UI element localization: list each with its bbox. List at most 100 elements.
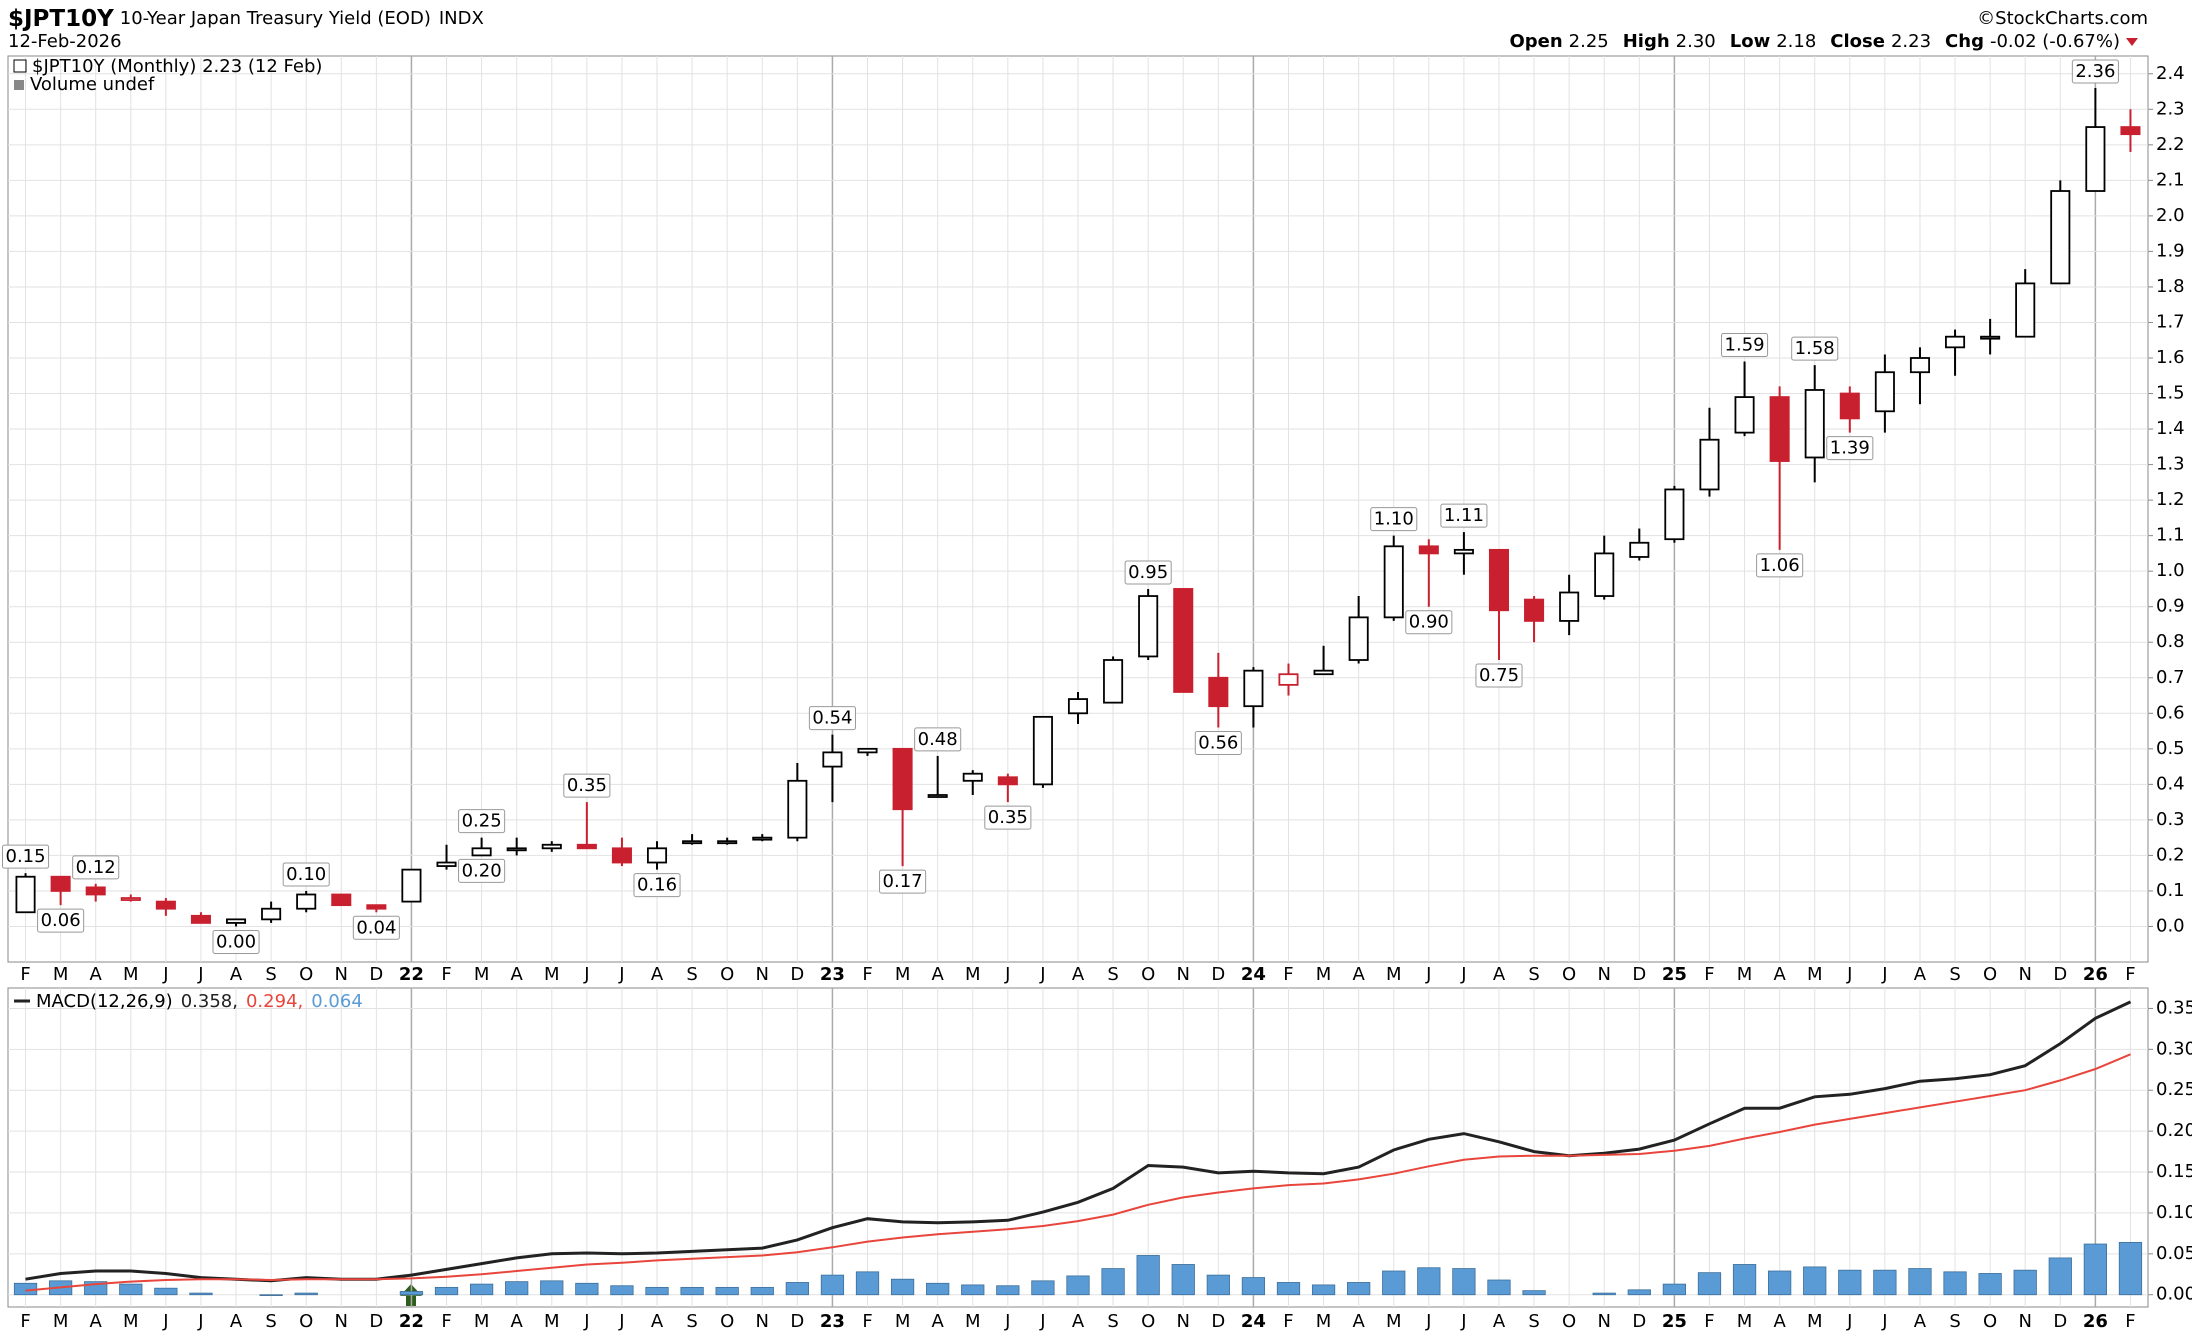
x-tick-label: A: [1773, 1311, 1786, 1332]
histogram-bar: [2048, 1257, 2072, 1296]
label-box: [1124, 560, 1172, 585]
x-tick-label: M: [1737, 964, 1753, 985]
x-tick-label: J: [1425, 1311, 1431, 1332]
y-tick-label: 2.1: [2156, 169, 2185, 190]
candle-body: [436, 861, 457, 867]
value-label: 1.59: [1721, 333, 1769, 358]
histogram-bar: [1697, 1272, 1722, 1296]
histogram-bar: [189, 1292, 213, 1296]
quote-label: Chg: [1945, 31, 1984, 52]
y-tick-label: 2.3: [2156, 98, 2185, 119]
x-tick-label: D: [2053, 1311, 2067, 1332]
histogram-bar: [1031, 1280, 1055, 1296]
x-tick-label: S: [265, 1311, 276, 1332]
candle-body: [1348, 616, 1369, 661]
x-tick-label: F: [862, 1311, 872, 1332]
quote-value: 2.23: [1891, 31, 1931, 52]
x-tick-label: F: [2125, 964, 2135, 985]
x-tick-label: F: [1283, 964, 1293, 985]
label-box: [984, 805, 1032, 830]
y-tick-label: 0.7: [2156, 667, 2185, 688]
candle-body: [50, 875, 71, 892]
label-box: [1756, 553, 1804, 578]
x-tick-label: J: [1846, 1311, 1852, 1332]
candle-body: [296, 893, 317, 910]
value-label-text: 1.10: [1374, 509, 1414, 530]
candle-body: [1664, 488, 1685, 541]
x-tick-label: M: [1386, 1311, 1402, 1332]
value-label-text: 0.25: [462, 811, 502, 832]
x-tick-label: J: [162, 964, 168, 985]
value-label-text: 0.15: [6, 846, 46, 867]
x-tick-label: M: [965, 964, 981, 985]
x-tick-label: S: [265, 964, 276, 985]
candle-body: [1839, 392, 1860, 420]
x-tick-label: 25: [1662, 964, 1687, 985]
candle-body: [541, 843, 562, 850]
label-box: [1791, 336, 1839, 361]
value-label-text: 2.36: [2075, 61, 2115, 82]
x-tick-label: S: [1528, 1311, 1539, 1332]
x-tick-label: S: [686, 964, 697, 985]
value-label: 0.35: [563, 773, 611, 798]
x-tick-label: D: [2053, 964, 2067, 985]
y-tick-label: 2.2: [2156, 134, 2185, 155]
label-box: [2071, 59, 2119, 84]
histogram-bar: [680, 1286, 704, 1296]
x-tick-label: O: [1983, 1311, 1997, 1332]
x-tick-label: N: [2018, 1311, 2031, 1332]
candle-body: [822, 751, 843, 768]
value-label: 0.15: [2, 844, 50, 869]
x-tick-label: O: [1562, 1311, 1576, 1332]
candle-body: [1524, 598, 1545, 622]
y-tick-label: 1.5: [2156, 383, 2185, 404]
y-tick-label: 2.4: [2156, 63, 2185, 84]
candle-body: [1173, 588, 1194, 693]
candle-body: [1383, 545, 1404, 619]
x-tick-label: N: [1597, 1311, 1610, 1332]
label-box: [352, 915, 400, 940]
value-label-text: 0.35: [988, 807, 1028, 828]
x-tick-label: N: [756, 1311, 769, 1332]
x-tick-label: 26: [2083, 1311, 2108, 1332]
value-label-text: 0.06: [41, 910, 81, 931]
candle-body: [752, 836, 773, 841]
value-label: 0.90: [1405, 610, 1453, 635]
histogram-bar: [750, 1286, 774, 1296]
histogram-bar: [926, 1282, 950, 1296]
x-tick-label: M: [544, 964, 560, 985]
candle-body: [2050, 190, 2071, 285]
value-label: 0.12: [72, 855, 120, 880]
x-tick-label: M: [123, 964, 139, 985]
label-box: [458, 809, 506, 834]
candle-body: [1103, 659, 1124, 704]
x-tick-label: M: [895, 1311, 911, 1332]
x-tick-label: A: [230, 1311, 243, 1332]
x-tick-label: M: [1316, 1311, 1332, 1332]
x-tick-label: A: [1072, 1311, 1085, 1332]
candle-body: [1313, 669, 1334, 676]
y-tick-label: 0.20: [2156, 1120, 2192, 1141]
histogram-bar: [434, 1286, 459, 1296]
candle-body: [1909, 357, 1930, 374]
candle-body: [155, 900, 176, 910]
x-tick-label: 22: [399, 964, 424, 985]
y-tick-label: 1.3: [2156, 454, 2185, 475]
value-label-text: 1.39: [1830, 438, 1870, 459]
x-tick-label: O: [720, 1311, 734, 1332]
x-tick-label: J: [618, 964, 624, 985]
candle-body: [2015, 282, 2036, 338]
value-label: 0.17: [879, 869, 927, 894]
histogram-bar: [575, 1282, 599, 1296]
y-tick-label: 0.30: [2156, 1038, 2192, 1059]
histogram-bar: [1101, 1268, 1125, 1296]
y-tick-label: 0.00: [2156, 1284, 2192, 1305]
x-tick-label: J: [583, 964, 589, 985]
candle-body: [1488, 548, 1510, 612]
x-tick-label: 22: [399, 1311, 424, 1332]
x-tick-label: A: [651, 1311, 664, 1332]
histogram-bar: [1732, 1264, 1757, 1296]
x-tick-label: A: [90, 964, 103, 985]
